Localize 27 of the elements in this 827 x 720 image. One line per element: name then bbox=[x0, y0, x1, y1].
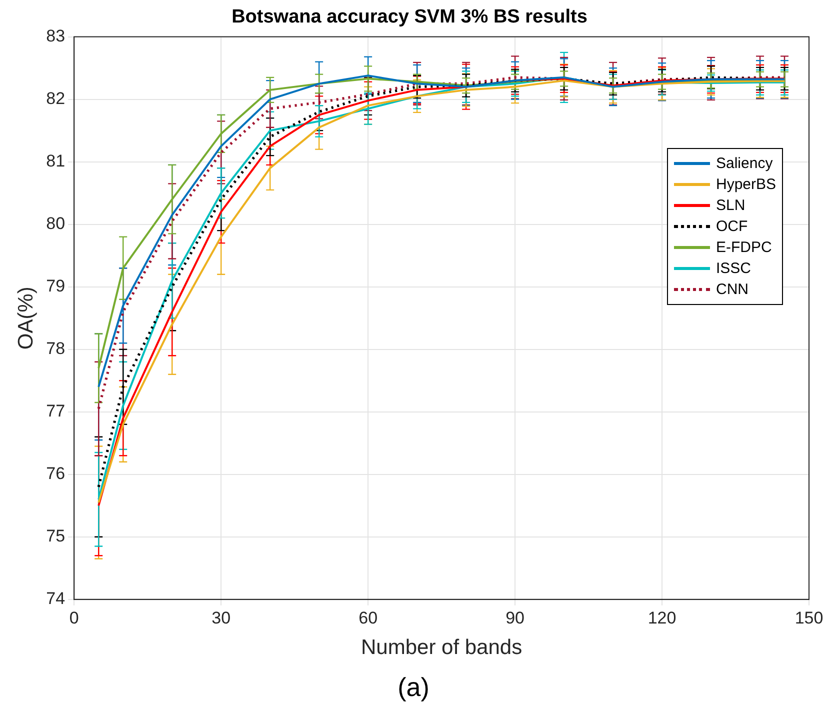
x-axis-title: Number of bands bbox=[361, 636, 522, 660]
x-tick-label: 30 bbox=[212, 608, 231, 628]
legend-label: OCF bbox=[716, 217, 748, 237]
text: (a) bbox=[396, 672, 430, 703]
y-axis-title: OA(%) bbox=[14, 286, 38, 350]
x-tick-label: 60 bbox=[358, 608, 378, 628]
y-tick-label: 83 bbox=[46, 26, 66, 46]
x-tick-label: 120 bbox=[648, 608, 676, 628]
y-tick-label: 79 bbox=[46, 276, 66, 296]
x-tick-label: 150 bbox=[794, 608, 824, 628]
y-tick-label: 81 bbox=[46, 152, 66, 171]
chart-title: Botswana accuracy SVM 3% BS results bbox=[232, 6, 588, 28]
legend-label: Saliency bbox=[716, 154, 773, 174]
legend-label: ISSC bbox=[716, 259, 752, 279]
x-tick-label: 0 bbox=[69, 608, 79, 628]
legend-label: HyperBS bbox=[716, 175, 776, 195]
y-tick-label: 74 bbox=[46, 589, 66, 608]
legend-label: E-FDPC bbox=[716, 238, 772, 258]
y-tick-label: 80 bbox=[46, 214, 66, 234]
legend-label: SLN bbox=[716, 196, 746, 216]
y-tick-label: 78 bbox=[46, 339, 66, 358]
x-tick-label: 90 bbox=[506, 608, 525, 628]
legend-label: CNN bbox=[716, 280, 748, 300]
y-tick-label: 75 bbox=[46, 526, 66, 546]
y-tick-label: 82 bbox=[46, 89, 66, 108]
y-tick-label: 76 bbox=[46, 464, 66, 484]
y-tick-label: 77 bbox=[46, 402, 66, 421]
